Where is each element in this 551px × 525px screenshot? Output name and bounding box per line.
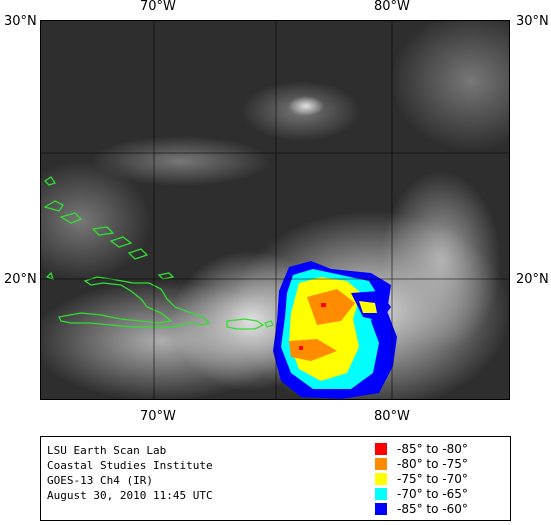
bahamas-island-4	[109, 236, 133, 248]
legend-swatch-cyan	[375, 488, 387, 500]
cold-top-orange-north	[307, 289, 355, 325]
bahamas-island-2	[59, 212, 83, 224]
credit-lab-name: LSU Earth Scan Lab	[47, 444, 167, 457]
credit-institute: Coastal Studies Institute	[47, 459, 213, 472]
bahamas-island-5	[43, 176, 57, 186]
lon-label-70w-top: 70°W	[140, 0, 176, 14]
virgin-islands-coastline	[264, 320, 274, 328]
legend-label: -80° to -75°	[397, 457, 468, 471]
legend-label: -75° to -70°	[397, 472, 468, 486]
bahamas-island-3	[91, 226, 115, 236]
satellite-ir-map	[40, 20, 510, 400]
legend-swatch-yellow	[375, 473, 387, 485]
legend-swatch-red	[375, 443, 387, 455]
legend-swatch-blue	[375, 503, 387, 515]
lat-label-20n-left: 20°N	[4, 272, 37, 287]
credit-legend-box: LSU Earth Scan Lab Coastal Studies Insti…	[40, 436, 511, 521]
coastlines	[43, 176, 274, 330]
small-island	[157, 272, 175, 280]
lat-lon-grid	[41, 21, 509, 399]
lat-label-30n-left: 30°N	[4, 14, 37, 29]
cold-top-red-cell-1	[321, 303, 326, 307]
hispaniola-coastline	[58, 276, 211, 328]
satellite-image	[41, 21, 509, 399]
lat-label-20n-right: 20°N	[516, 272, 549, 287]
legend-label: -70° to -65°	[397, 487, 468, 501]
turks-caicos-coastline	[127, 248, 149, 260]
cloud-band-ne	[391, 21, 509, 151]
lat-label-30n-right: 30°N	[516, 14, 549, 29]
cold-top-orange-south	[289, 339, 337, 361]
cloud-band-central	[91, 136, 271, 186]
lon-label-80w-top: 80°W	[374, 0, 410, 14]
credit-timestamp: August 30, 2010 11:45 UTC	[47, 489, 213, 502]
cold-cloud-tops	[273, 261, 397, 399]
legend-label: -85° to -80°	[397, 442, 468, 456]
lon-label-80w-bottom: 80°W	[374, 409, 410, 424]
cold-top-eye-yellow	[359, 301, 377, 313]
cold-top-red-cell-2	[299, 346, 303, 350]
bahamas-island-1	[43, 200, 64, 212]
puerto-rico-coastline	[226, 318, 265, 330]
hurricane-east-band	[381, 171, 501, 351]
legend-label: -85° to -60°	[397, 502, 468, 516]
cloud-band-west	[41, 161, 151, 281]
cloud-bright-patch	[288, 96, 324, 116]
credit-satellite-channel: GOES-13 Ch4 (IR)	[47, 474, 153, 487]
lon-label-70w-bottom: 70°W	[140, 409, 176, 424]
legend-swatch-orange	[375, 458, 387, 470]
inagua-coastline	[45, 271, 55, 281]
